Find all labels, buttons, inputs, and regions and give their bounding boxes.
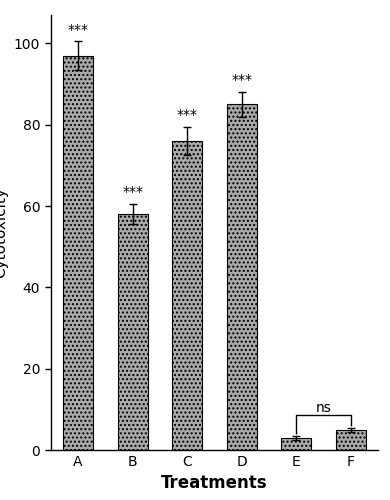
Text: ***: *** [231, 74, 252, 88]
Bar [227, 104, 257, 450]
Text: ns: ns [316, 400, 332, 414]
Bar [118, 214, 147, 450]
Bar [282, 438, 312, 450]
Bar [63, 56, 93, 450]
Text: ***: *** [67, 22, 89, 36]
Bar [336, 430, 366, 450]
Y-axis label: Cytotoxicity: Cytotoxicity [0, 187, 8, 278]
Bar [172, 141, 202, 450]
X-axis label: Treatments: Treatments [161, 474, 268, 492]
Text: ***: *** [122, 185, 143, 199]
Text: ***: *** [177, 108, 198, 122]
